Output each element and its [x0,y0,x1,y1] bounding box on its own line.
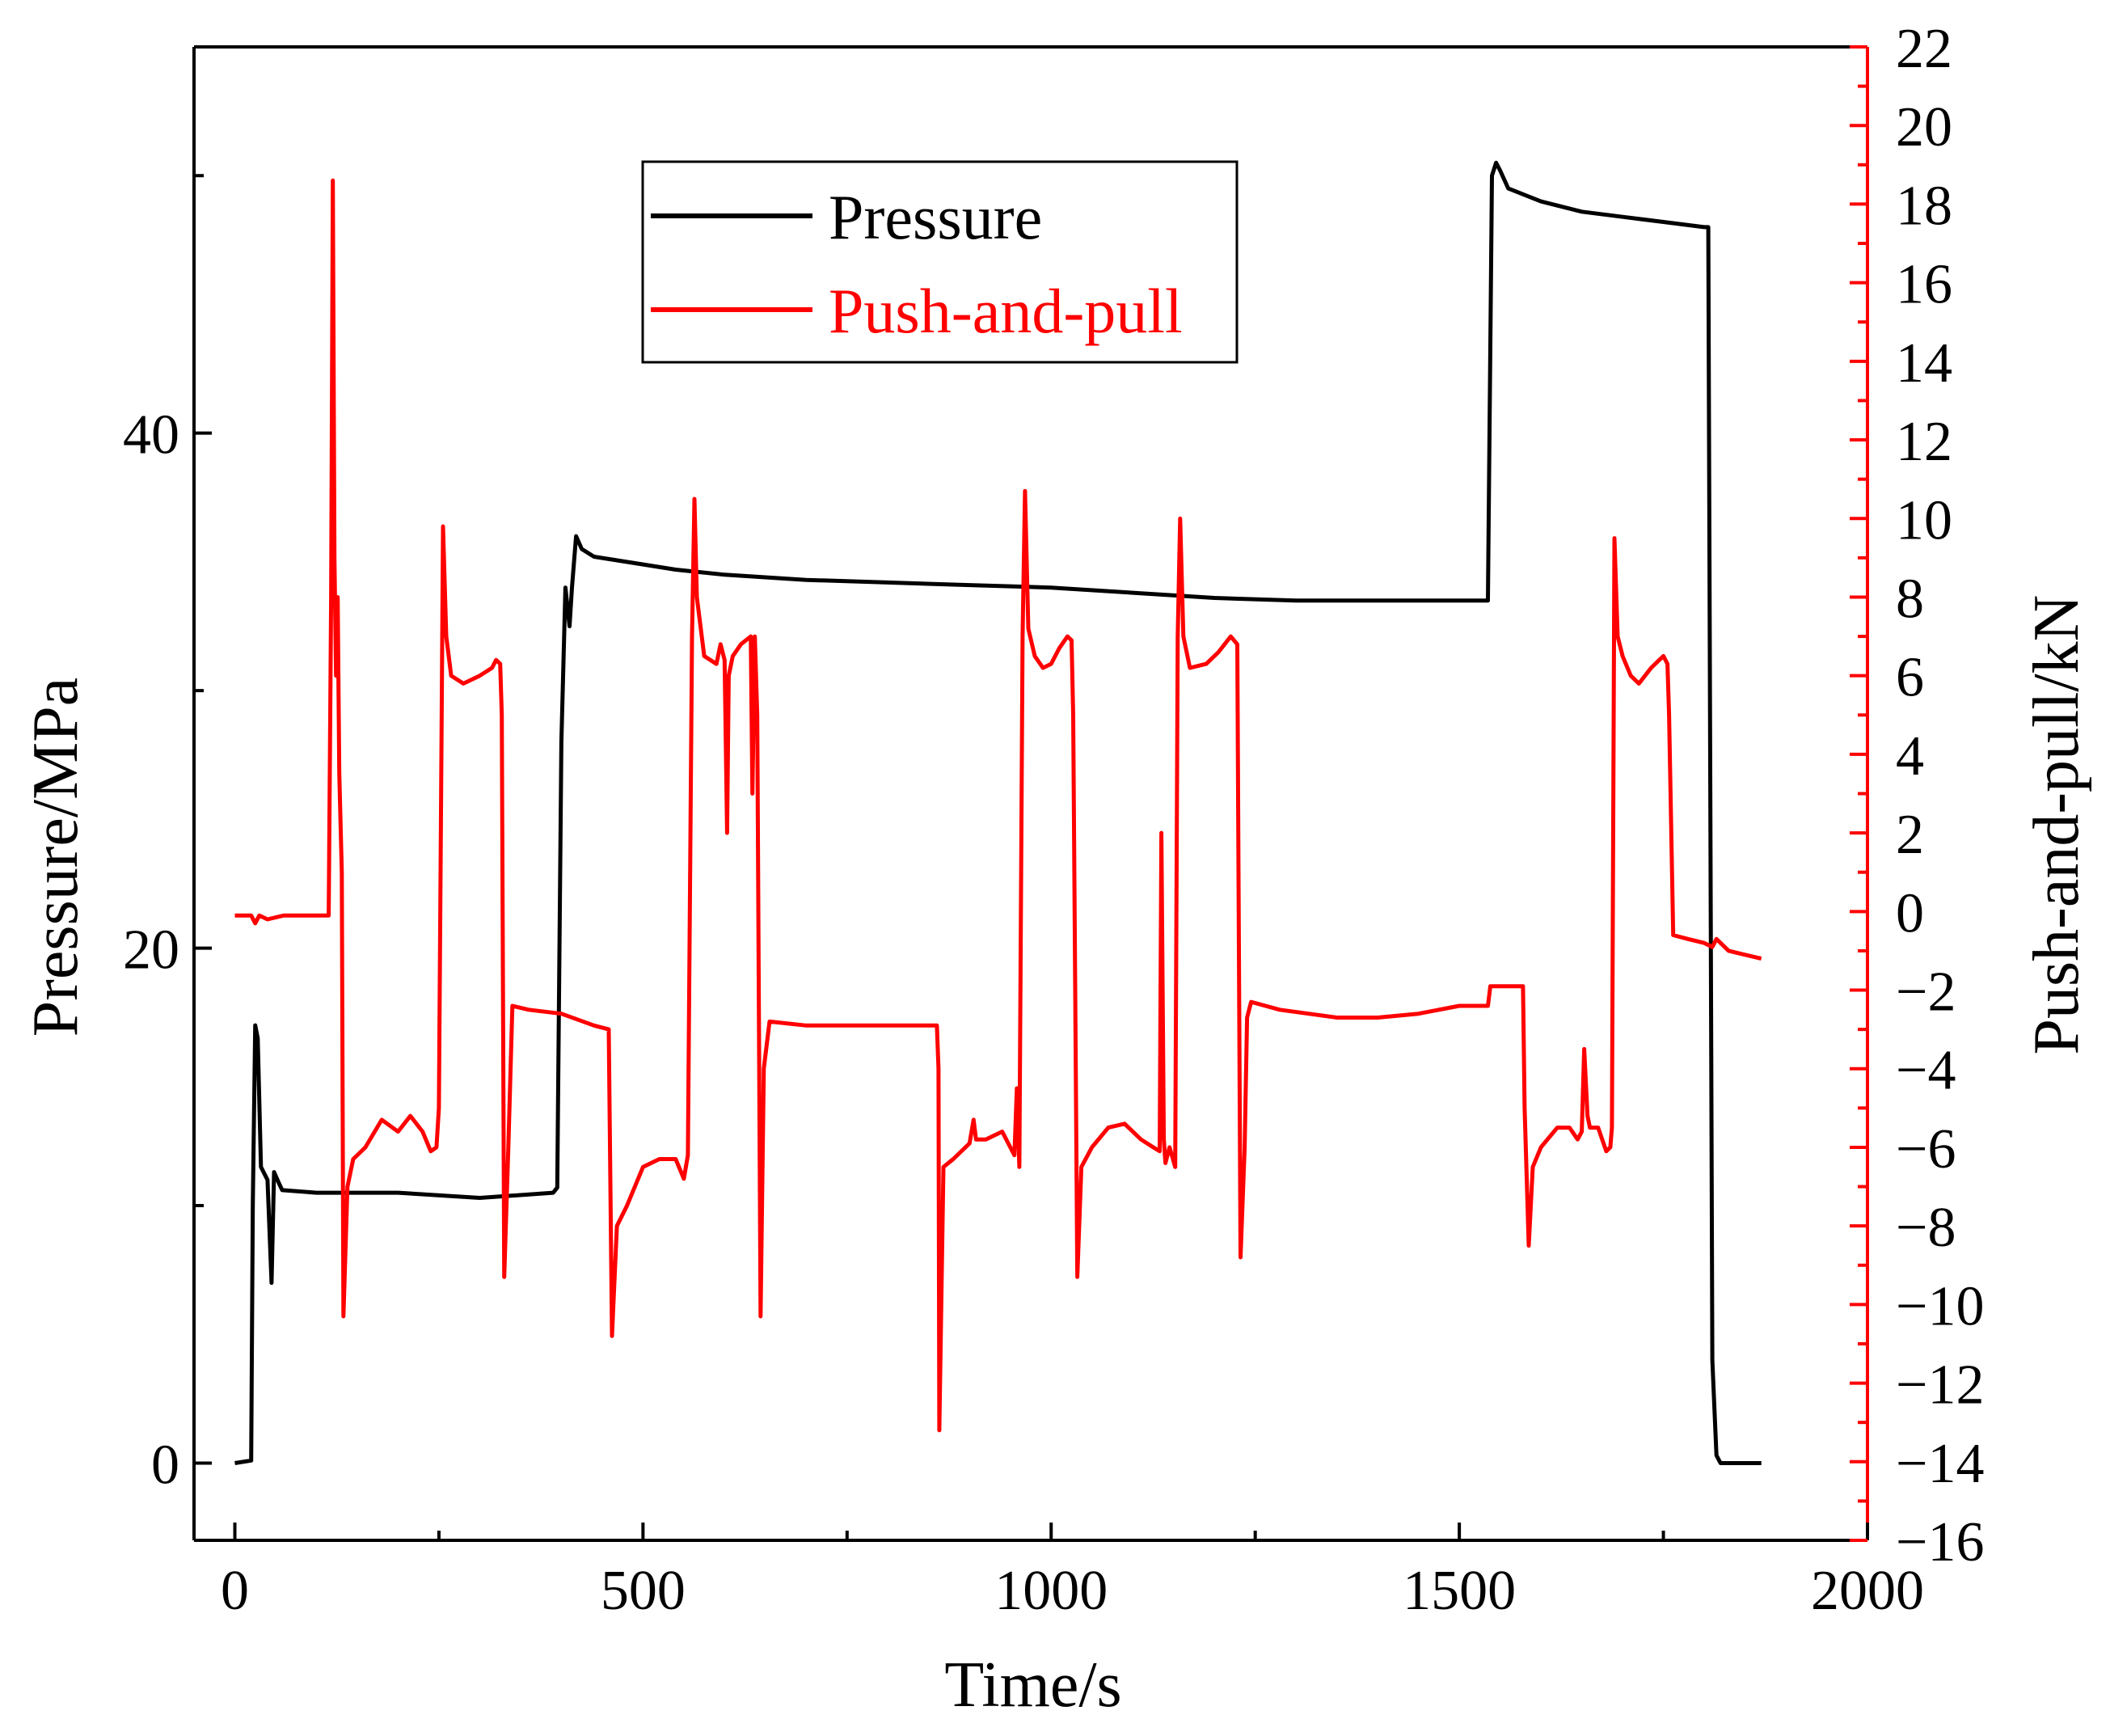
x-tick-label: 1500 [1403,1560,1516,1622]
x-axis-title: Time/s [944,1649,1121,1721]
y-right-tick-label: −8 [1896,1197,1956,1259]
y-right-tick-label: −6 [1896,1118,1956,1181]
y-right-tick-label: −2 [1896,961,1956,1024]
y-right-tick-label: 10 [1896,489,1952,551]
y-right-tick-label: −10 [1896,1275,1984,1337]
y-right-axis-title: Push-and-pull/kN [2021,595,2092,1055]
y-right-tick-label: −14 [1896,1433,1984,1495]
y-right-tick-label: 4 [1896,725,1924,788]
x-tick-label: 500 [601,1560,686,1622]
y-right-tick-label: 6 [1896,647,1924,709]
series-layer [234,160,1762,1465]
y-left-tick-label: 40 [123,404,179,467]
y-right-tick-label: 0 [1896,882,1924,944]
y-right-tick-label: 8 [1896,568,1924,630]
y-right-tick-label: −4 [1896,1040,1956,1102]
y-right-tick-label: 12 [1896,411,1952,473]
series-line-pressure [234,160,1762,1465]
x-tick-label: 1000 [994,1560,1108,1622]
y-right-tick-label: 14 [1896,332,1952,395]
x-tick-label: 2000 [1811,1560,1924,1622]
y-left-tick-label: 20 [123,919,179,982]
x-tick-label: 0 [221,1560,249,1622]
y-right-tick-label: 18 [1896,175,1952,237]
legend-label-pressure: Pressure [829,182,1042,252]
y-right-tick-label: 2 [1896,804,1924,866]
legend-label-push-and-pull: Push-and-pull [829,276,1183,346]
legend: Pressure Push-and-pull [641,160,1239,364]
y-left-tick-label: 0 [151,1434,179,1496]
y-right-tick-label: 16 [1896,254,1952,316]
y-right-tick-label: −16 [1896,1511,1984,1573]
y-right-tick-label: 20 [1896,96,1952,158]
y-right-tick-label: −12 [1896,1354,1984,1417]
y-right-tick-label: 22 [1896,18,1952,80]
y-left-axis-title: Pressure/MPa [20,678,91,1037]
axes-layer: 0 500 1000 1500 200002040−16−14−12−10−8−6−4−… [123,18,1984,1622]
series-line-push-and-pull [234,178,1762,1433]
legend-box [641,160,1239,364]
